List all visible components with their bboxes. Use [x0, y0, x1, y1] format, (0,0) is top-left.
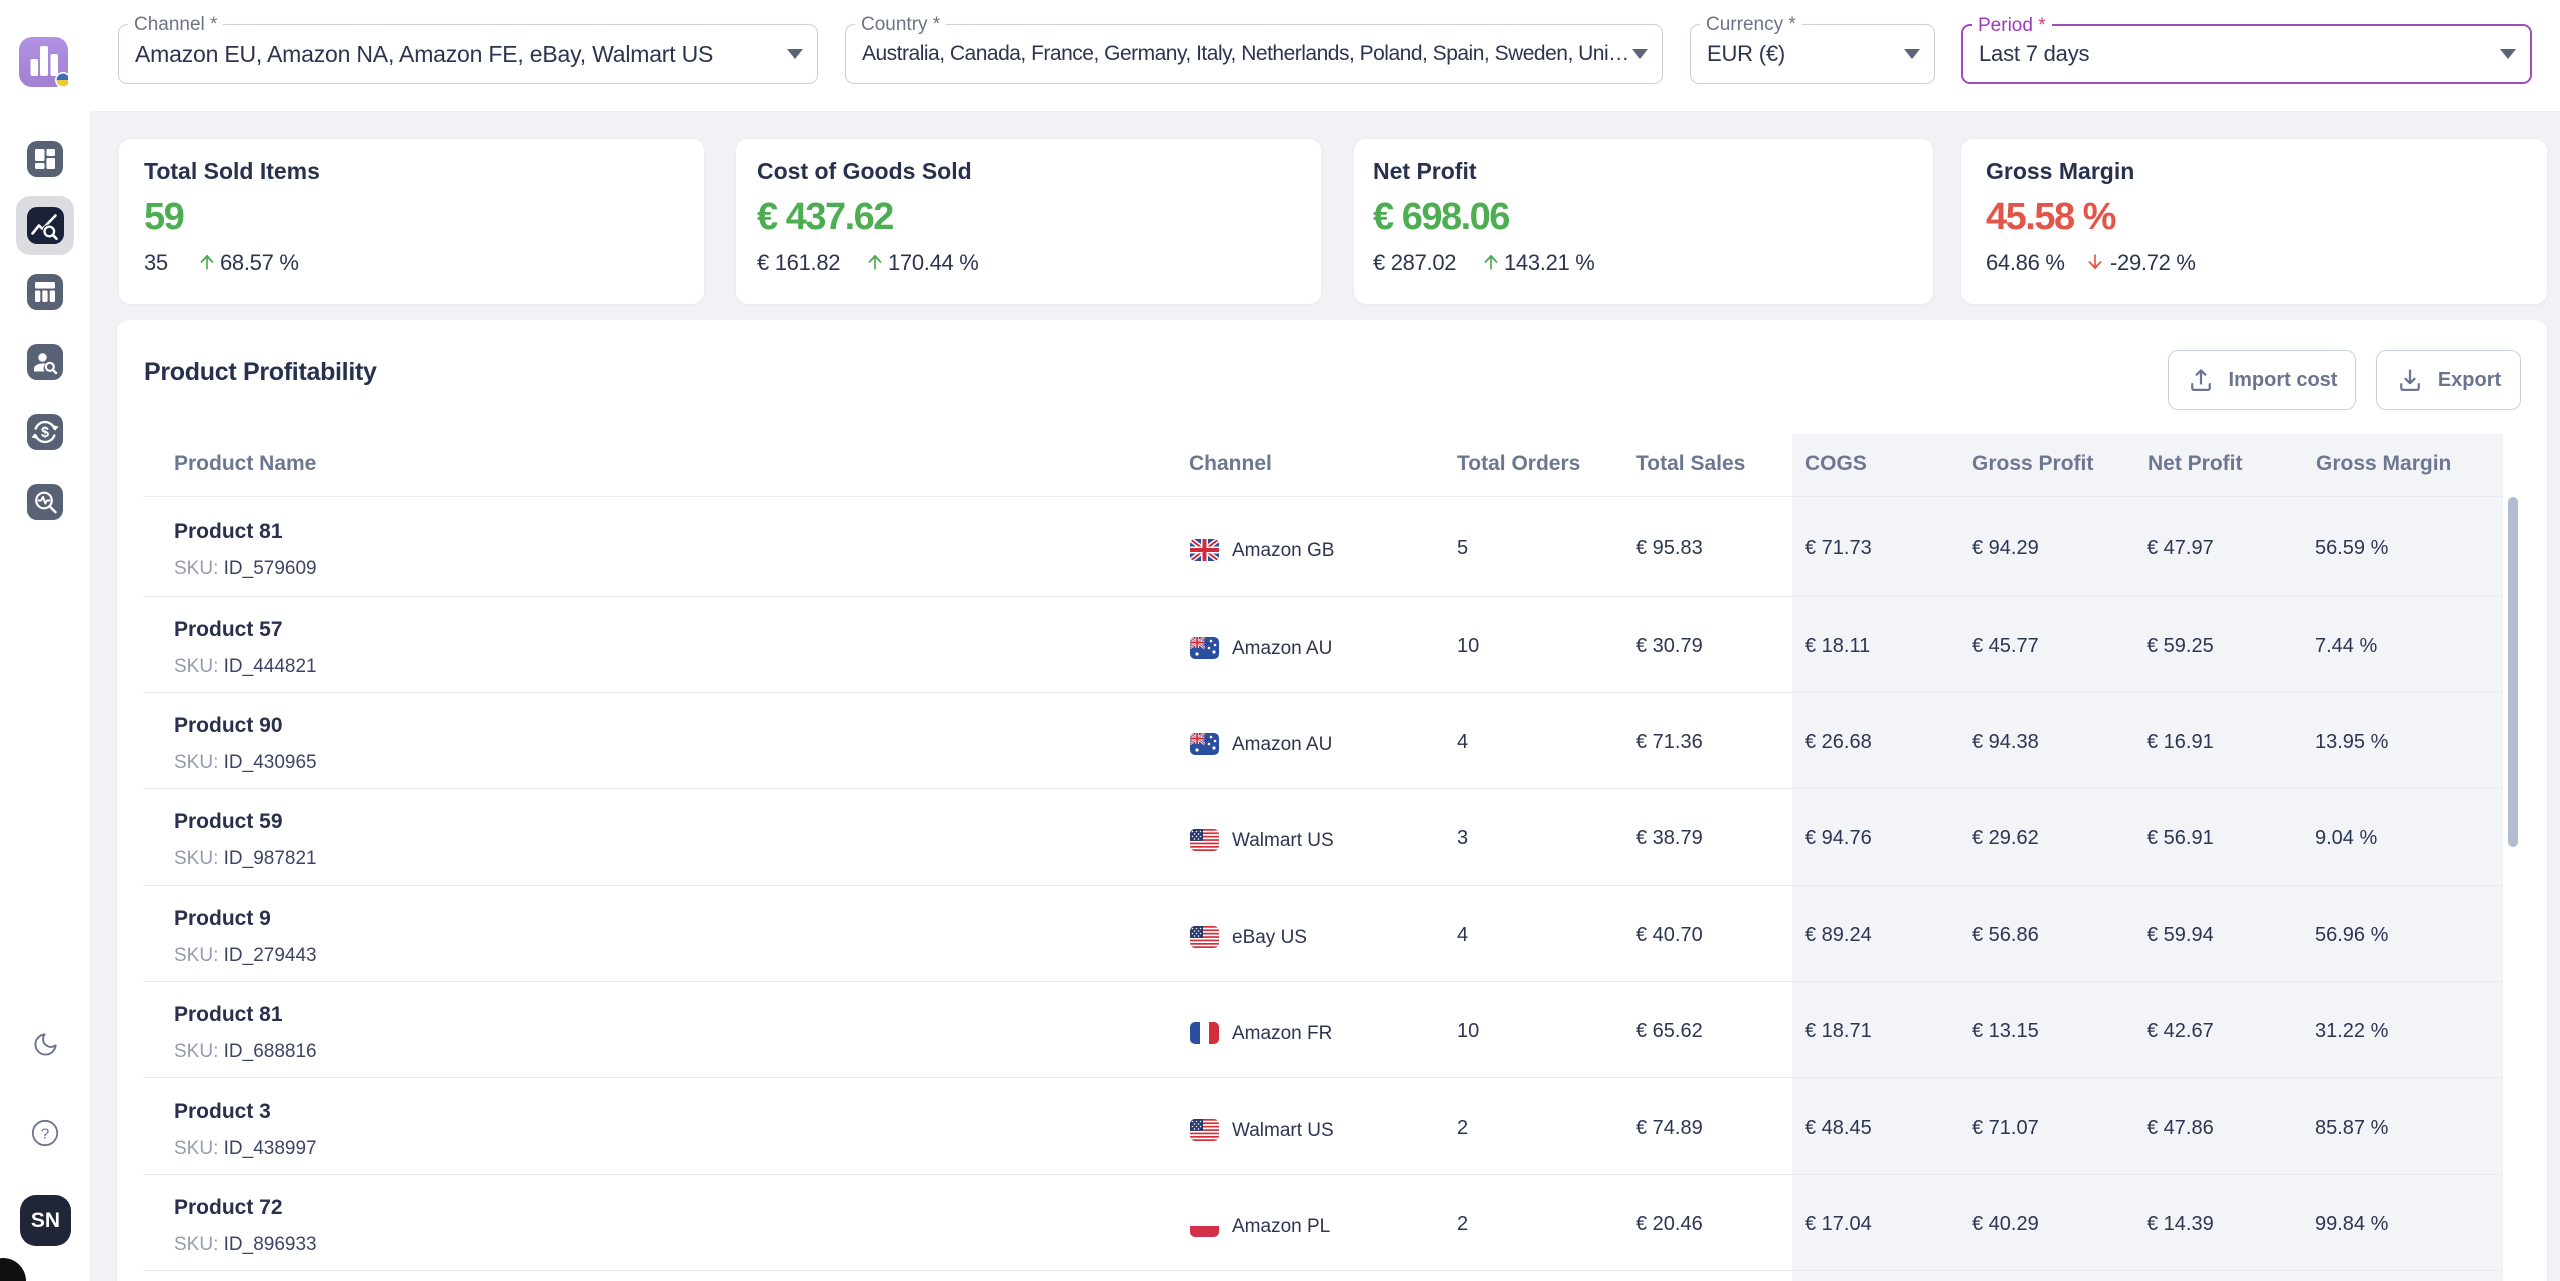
svg-text:$: $ [41, 425, 49, 441]
svg-text:?: ? [41, 1125, 49, 1142]
